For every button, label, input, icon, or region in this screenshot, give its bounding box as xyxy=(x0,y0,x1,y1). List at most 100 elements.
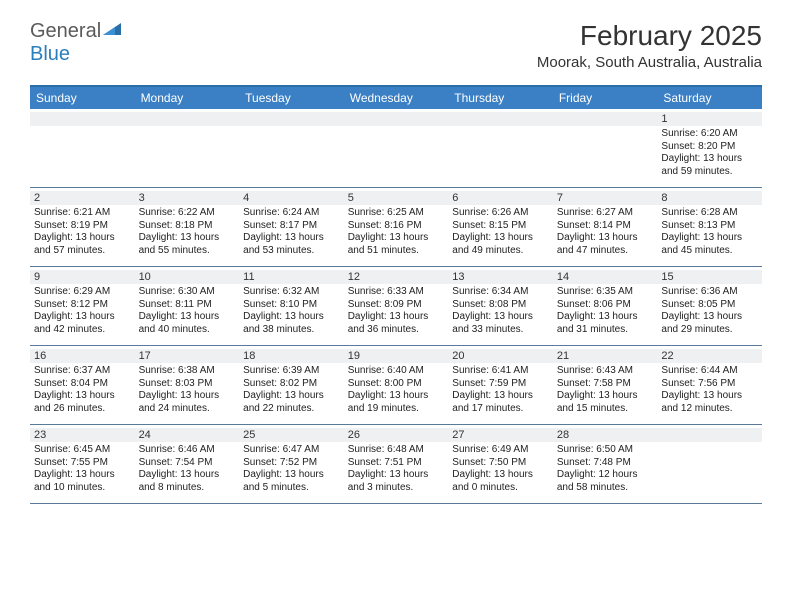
day-cell: 6 Sunrise: 6:26 AMSunset: 8:15 PMDaylight… xyxy=(448,188,553,266)
day-daylight1: Daylight: 13 hours xyxy=(348,390,445,403)
day-body: Sunrise: 6:39 AMSunset: 8:02 PMDaylight:… xyxy=(243,365,340,415)
month-title: February 2025 xyxy=(537,20,762,52)
day-body: Sunrise: 6:48 AMSunset: 7:51 PMDaylight:… xyxy=(348,444,445,494)
day-daylight1: Daylight: 13 hours xyxy=(661,232,758,245)
day-sunset: Sunset: 8:17 PM xyxy=(243,220,340,233)
day-body: Sunrise: 6:28 AMSunset: 8:13 PMDaylight:… xyxy=(661,207,758,257)
day-sunset: Sunset: 7:59 PM xyxy=(452,378,549,391)
day-number: 15 xyxy=(657,270,762,284)
title-block: February 2025 Moorak, South Australia, A… xyxy=(537,20,762,71)
day-cell: 9Sunrise: 6:29 AMSunset: 8:12 PMDaylight… xyxy=(30,267,135,345)
day-sunrise: Sunrise: 6:41 AM xyxy=(452,365,549,378)
day-cell: 27Sunrise: 6:49 AMSunset: 7:50 PMDayligh… xyxy=(448,425,553,503)
day-cell xyxy=(657,425,762,503)
day-cell: 1Sunrise: 6:20 AMSunset: 8:20 PMDaylight… xyxy=(657,109,762,187)
day-daylight2: and 55 minutes. xyxy=(139,245,236,258)
day-body: Sunrise: 6:22 AMSunset: 8:18 PMDaylight:… xyxy=(139,207,236,257)
day-sunset: Sunset: 7:48 PM xyxy=(557,457,654,470)
day-body: Sunrise: 6:45 AMSunset: 7:55 PMDaylight:… xyxy=(34,444,131,494)
day-sunrise: Sunrise: 6:40 AM xyxy=(348,365,445,378)
day-number: 27 xyxy=(448,428,553,442)
day-body: Sunrise: 6:30 AMSunset: 8:11 PMDaylight:… xyxy=(139,286,236,336)
day-body: Sunrise: 6:25 AMSunset: 8:16 PMDaylight:… xyxy=(348,207,445,257)
day-number xyxy=(657,428,762,442)
day-daylight1: Daylight: 13 hours xyxy=(243,232,340,245)
day-sunset: Sunset: 8:09 PM xyxy=(348,299,445,312)
day-cell: 24Sunrise: 6:46 AMSunset: 7:54 PMDayligh… xyxy=(135,425,240,503)
day-body: Sunrise: 6:27 AMSunset: 8:14 PMDaylight:… xyxy=(557,207,654,257)
day-daylight2: and 10 minutes. xyxy=(34,482,131,495)
day-sunset: Sunset: 8:02 PM xyxy=(243,378,340,391)
day-body: Sunrise: 6:35 AMSunset: 8:06 PMDaylight:… xyxy=(557,286,654,336)
day-number xyxy=(448,112,553,126)
day-cell xyxy=(135,109,240,187)
day-sunset: Sunset: 8:06 PM xyxy=(557,299,654,312)
day-cell: 7 Sunrise: 6:27 AMSunset: 8:14 PMDaylight… xyxy=(553,188,658,266)
day-sunrise: Sunrise: 6:27 AM xyxy=(557,207,654,220)
day-cell: 26 Sunrise: 6:48 AMSunset: 7:51 PMDayligh… xyxy=(344,425,449,503)
day-number: 22 xyxy=(657,349,762,363)
day-daylight1: Daylight: 13 hours xyxy=(452,469,549,482)
day-daylight1: Daylight: 13 hours xyxy=(139,232,236,245)
day-cell: 11 Sunrise: 6:32 AMSunset: 8:10 PMDayligh… xyxy=(239,267,344,345)
day-number: 28 xyxy=(553,428,658,442)
day-number: 26 xyxy=(344,428,449,442)
day-daylight2: and 22 minutes. xyxy=(243,403,340,416)
day-sunset: Sunset: 7:58 PM xyxy=(557,378,654,391)
day-daylight2: and 47 minutes. xyxy=(557,245,654,258)
day-cell: 17Sunrise: 6:38 AMSunset: 8:03 PMDayligh… xyxy=(135,346,240,424)
day-body: Sunrise: 6:38 AMSunset: 8:03 PMDaylight:… xyxy=(139,365,236,415)
day-number: 19 xyxy=(344,349,449,363)
day-daylight2: and 51 minutes. xyxy=(348,245,445,258)
day-number: 11 xyxy=(239,270,344,284)
day-daylight1: Daylight: 13 hours xyxy=(452,232,549,245)
day-body: Sunrise: 6:50 AMSunset: 7:48 PMDaylight:… xyxy=(557,444,654,494)
day-sunset: Sunset: 8:00 PM xyxy=(348,378,445,391)
day-number: 8 xyxy=(657,191,762,205)
day-number: 7 xyxy=(553,191,658,205)
day-sunset: Sunset: 7:55 PM xyxy=(34,457,131,470)
day-number: 9 xyxy=(30,270,135,284)
day-sunset: Sunset: 8:16 PM xyxy=(348,220,445,233)
day-sunrise: Sunrise: 6:44 AM xyxy=(661,365,758,378)
week-row: 9Sunrise: 6:29 AMSunset: 8:12 PMDaylight… xyxy=(30,267,762,346)
day-body: Sunrise: 6:33 AMSunset: 8:09 PMDaylight:… xyxy=(348,286,445,336)
day-daylight2: and 15 minutes. xyxy=(557,403,654,416)
day-body: Sunrise: 6:32 AMSunset: 8:10 PMDaylight:… xyxy=(243,286,340,336)
day-daylight1: Daylight: 13 hours xyxy=(139,311,236,324)
day-daylight2: and 31 minutes. xyxy=(557,324,654,337)
day-sunset: Sunset: 8:19 PM xyxy=(34,220,131,233)
day-body: Sunrise: 6:24 AMSunset: 8:17 PMDaylight:… xyxy=(243,207,340,257)
day-sunset: Sunset: 8:13 PM xyxy=(661,220,758,233)
day-daylight1: Daylight: 13 hours xyxy=(452,311,549,324)
day-number: 6 xyxy=(448,191,553,205)
day-number: 18 xyxy=(239,349,344,363)
day-sunrise: Sunrise: 6:28 AM xyxy=(661,207,758,220)
day-number xyxy=(239,112,344,126)
day-daylight2: and 40 minutes. xyxy=(139,324,236,337)
day-daylight1: Daylight: 13 hours xyxy=(661,311,758,324)
day-sunset: Sunset: 8:15 PM xyxy=(452,220,549,233)
day-body: Sunrise: 6:21 AMSunset: 8:19 PMDaylight:… xyxy=(34,207,131,257)
week-row: 23Sunrise: 6:45 AMSunset: 7:55 PMDayligh… xyxy=(30,425,762,504)
day-daylight1: Daylight: 13 hours xyxy=(34,469,131,482)
weeks-container: 1Sunrise: 6:20 AMSunset: 8:20 PMDaylight… xyxy=(30,109,762,504)
day-cell: 5Sunrise: 6:25 AMSunset: 8:16 PMDaylight… xyxy=(344,188,449,266)
day-number: 12 xyxy=(344,270,449,284)
day-number: 2 xyxy=(30,191,135,205)
day-sunrise: Sunrise: 6:39 AM xyxy=(243,365,340,378)
day-cell: 15Sunrise: 6:36 AMSunset: 8:05 PMDayligh… xyxy=(657,267,762,345)
day-number: 4 xyxy=(239,191,344,205)
day-cell: 22Sunrise: 6:44 AMSunset: 7:56 PMDayligh… xyxy=(657,346,762,424)
day-sunrise: Sunrise: 6:26 AM xyxy=(452,207,549,220)
day-body: Sunrise: 6:47 AMSunset: 7:52 PMDaylight:… xyxy=(243,444,340,494)
week-row: 1Sunrise: 6:20 AMSunset: 8:20 PMDaylight… xyxy=(30,109,762,188)
day-cell: 2 Sunrise: 6:21 AMSunset: 8:19 PMDaylight… xyxy=(30,188,135,266)
day-sunrise: Sunrise: 6:24 AM xyxy=(243,207,340,220)
day-number: 14 xyxy=(553,270,658,284)
day-sunset: Sunset: 7:50 PM xyxy=(452,457,549,470)
day-sunset: Sunset: 7:54 PM xyxy=(139,457,236,470)
day-daylight1: Daylight: 13 hours xyxy=(557,390,654,403)
day-daylight2: and 45 minutes. xyxy=(661,245,758,258)
day-sunrise: Sunrise: 6:34 AM xyxy=(452,286,549,299)
